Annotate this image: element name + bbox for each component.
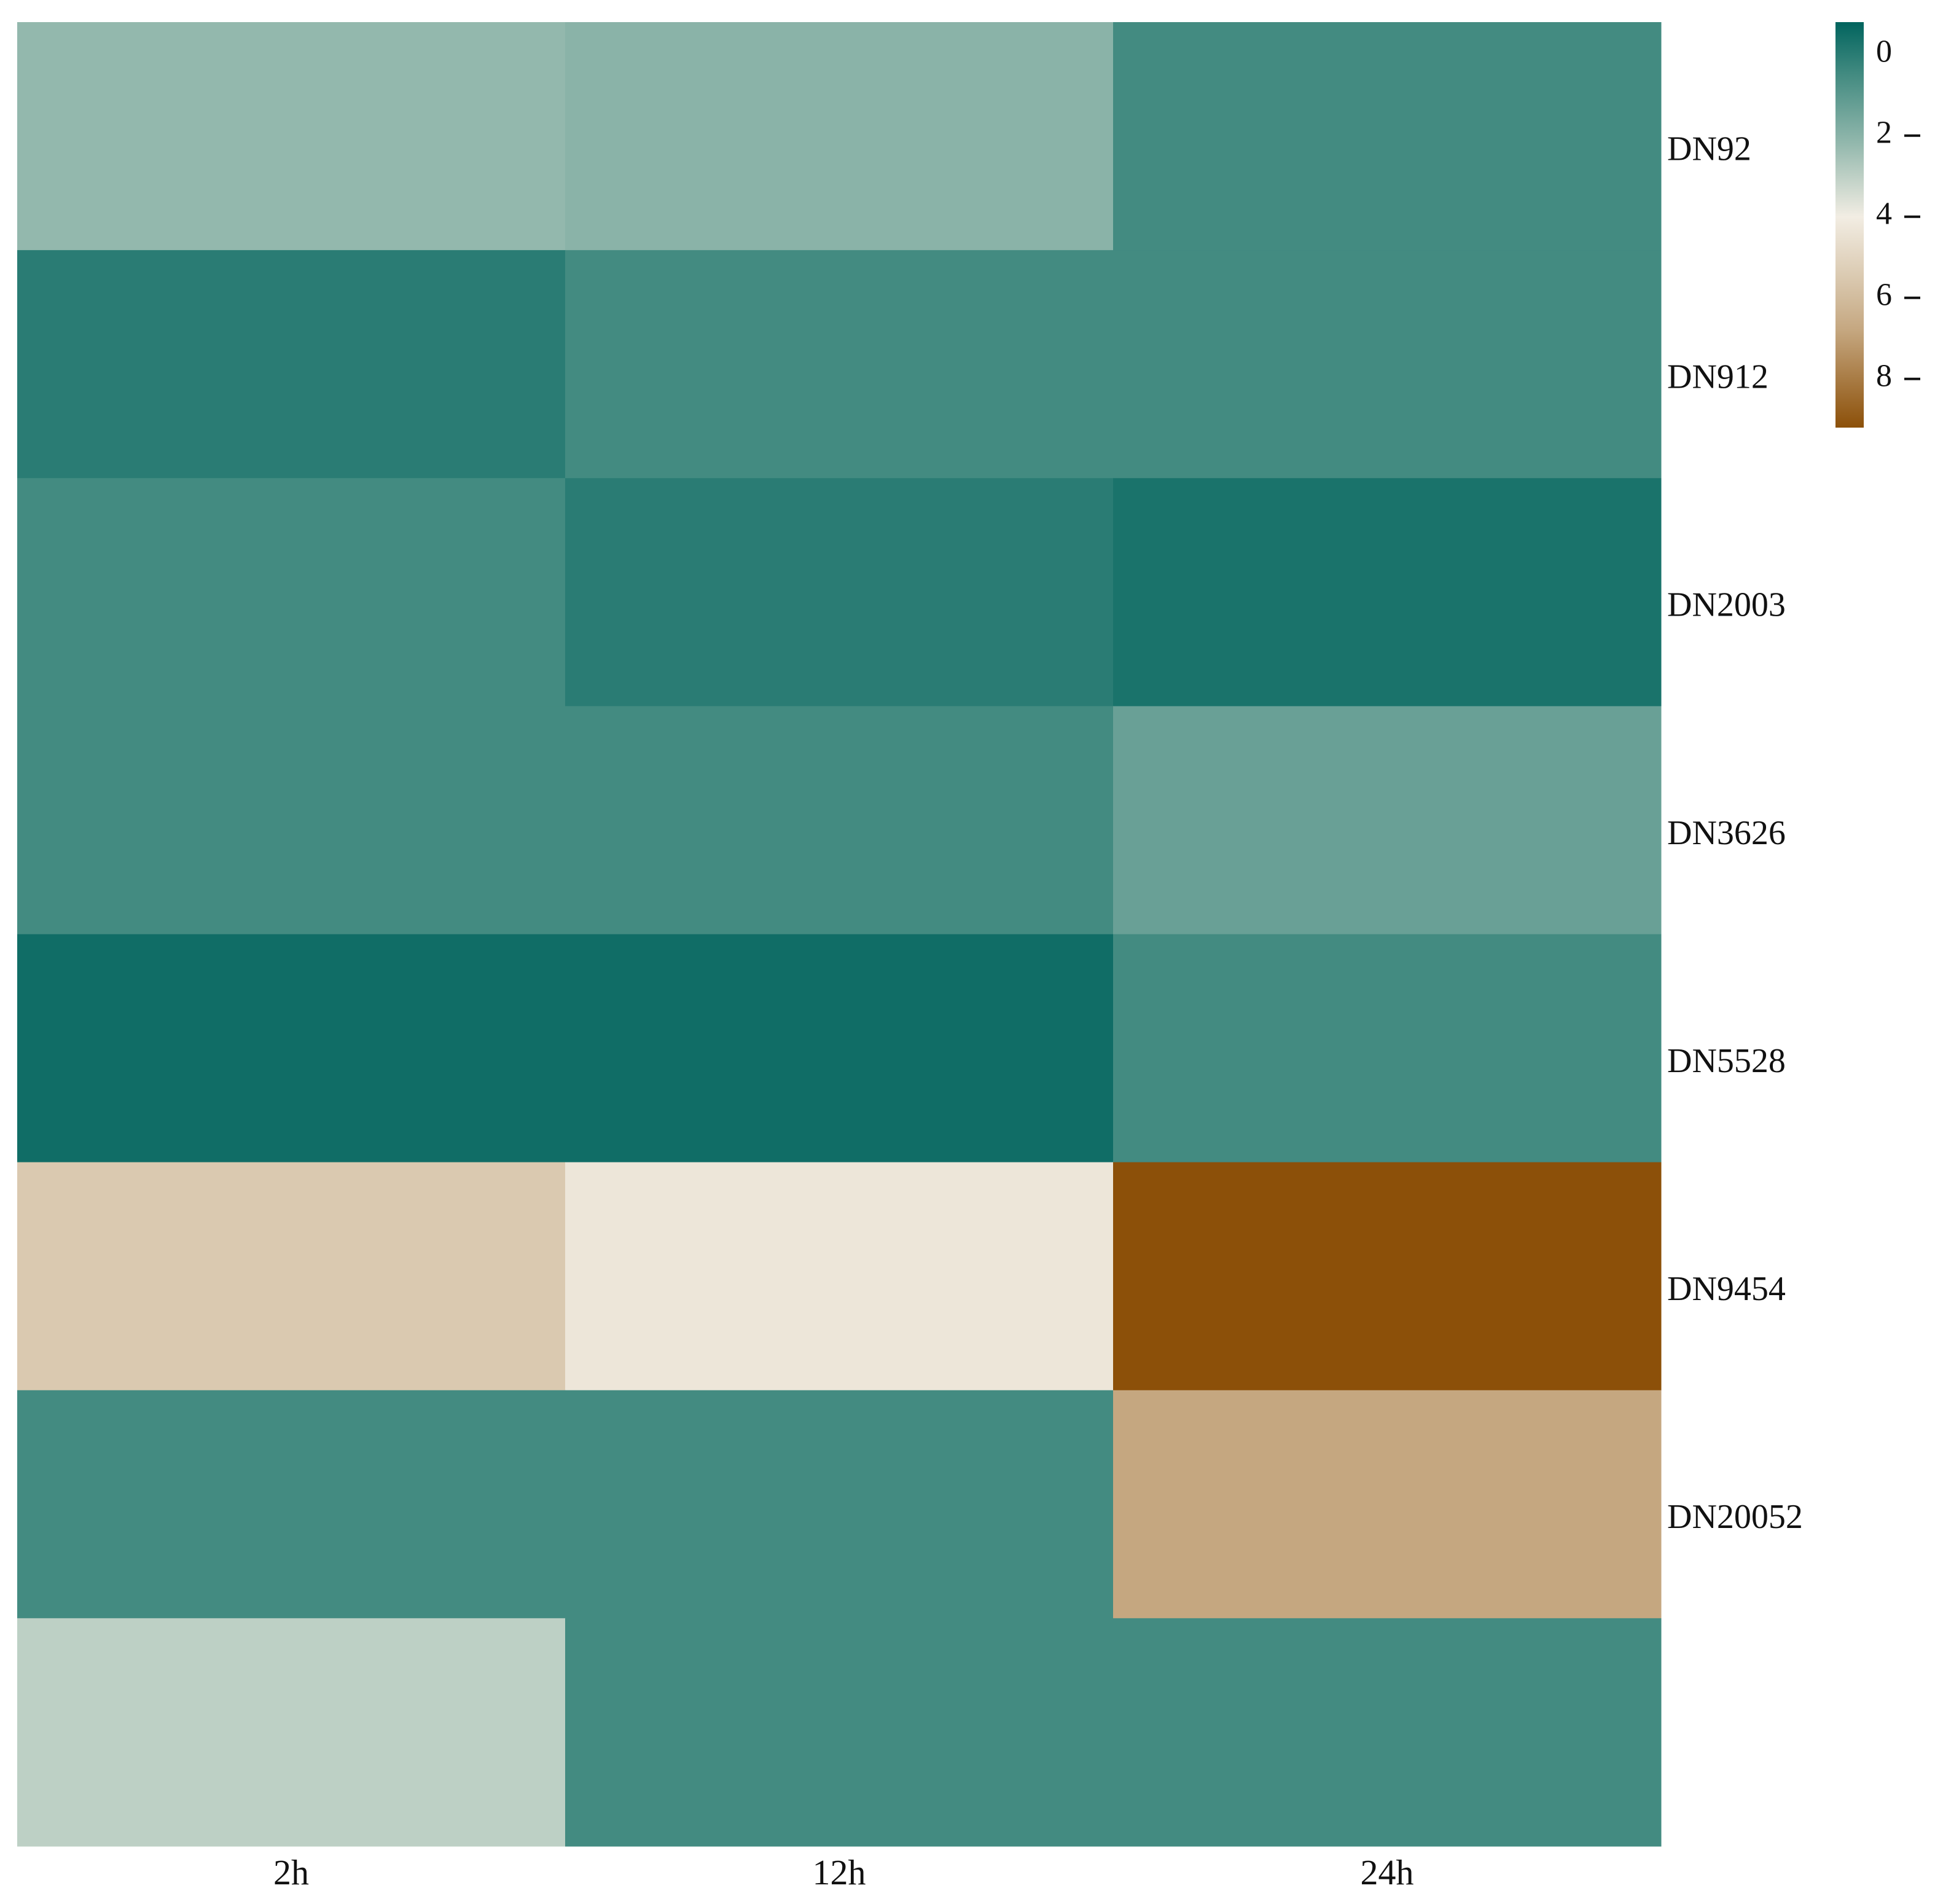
- heatmap-cell: [17, 1618, 566, 1847]
- legend-tick-label: 2: [1876, 116, 1892, 151]
- heatmap-cell: [565, 706, 1114, 934]
- heatmap-cell: [565, 478, 1114, 707]
- color-legend-bar: [1835, 22, 1864, 428]
- row-label: DN9454: [1667, 1270, 1786, 1308]
- heatmap-cell: [1113, 1618, 1662, 1847]
- heatmap-cell: [1113, 478, 1662, 707]
- heatmap-cell: [17, 1390, 566, 1619]
- legend-tick-label: 8: [1876, 359, 1892, 394]
- heatmap-cell: [1113, 934, 1662, 1163]
- heatmap-cell: [1113, 250, 1662, 479]
- legend-tick-label: 0: [1876, 34, 1892, 69]
- heatmap-cell: [1113, 22, 1662, 251]
- heatmap-cell: [17, 934, 566, 1163]
- column-label: 2h: [273, 1852, 309, 1892]
- heatmap-cell: [565, 1390, 1114, 1619]
- color-legend-ticks: 0 2 4 6 8: [1876, 34, 1920, 394]
- heatmap-cell: [1113, 1390, 1662, 1619]
- row-label: DN20052: [1667, 1498, 1803, 1536]
- heatmap-cell: [565, 22, 1114, 251]
- row-label: DN92: [1667, 130, 1751, 168]
- row-label: DN5528: [1667, 1042, 1786, 1080]
- heatmap-cell: [17, 250, 566, 479]
- heatmap-cell: [565, 250, 1114, 479]
- color-legend: 0 2 4 6 8: [1835, 22, 1920, 428]
- heatmap-cell: [565, 1162, 1114, 1391]
- heatmap-cell: [1113, 1162, 1662, 1391]
- row-label: DN2003: [1667, 586, 1786, 624]
- heatmap-cell: [17, 22, 566, 251]
- heatmap-cell: [1113, 706, 1662, 934]
- row-label: DN3626: [1667, 814, 1786, 852]
- heatmap-cell: [17, 706, 566, 934]
- row-labels: DN92 DN912 DN2003 DN3626 DN5528 DN9454 DN20052: [1667, 130, 1803, 1536]
- legend-tick-label: 6: [1876, 278, 1892, 313]
- legend-tick-label: 4: [1876, 197, 1892, 232]
- row-label: DN912: [1667, 358, 1769, 396]
- column-labels: 2h 12h 24h: [273, 1852, 1414, 1892]
- column-label: 12h: [813, 1852, 866, 1892]
- heatmap-cell: [565, 934, 1114, 1163]
- heatmap-cell: [17, 478, 566, 707]
- heatmap-cells: [17, 22, 1662, 1847]
- column-label: 24h: [1361, 1852, 1414, 1892]
- heatmap-cell: [17, 1162, 566, 1391]
- heatmap-cell: [565, 1618, 1114, 1847]
